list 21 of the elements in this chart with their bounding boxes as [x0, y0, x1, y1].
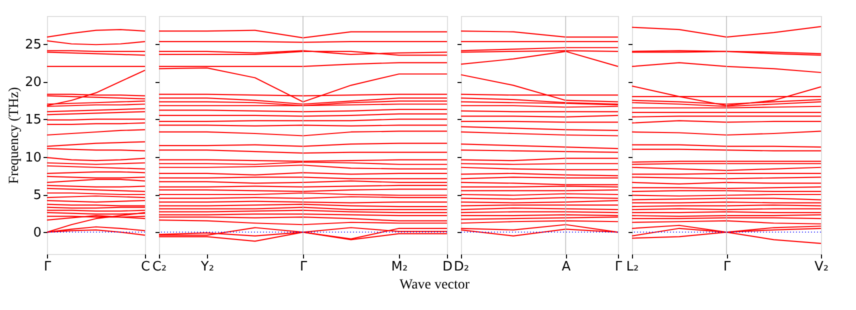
y-tick-label: 5: [33, 188, 42, 203]
x-tick-label: C₂: [152, 260, 167, 274]
x-tick-label: Γ: [300, 260, 308, 274]
y-tick-label: 10: [24, 150, 42, 166]
x-tick-label: A: [562, 260, 571, 274]
x-tick-label: L₂: [626, 260, 639, 274]
x-tick-label: Y₂: [200, 260, 214, 274]
x-tick-label: D₂: [454, 260, 470, 274]
y-tick-label: 20: [24, 75, 42, 90]
y-tick-label: 25: [24, 37, 42, 52]
x-tick-label: D: [442, 260, 453, 274]
x-axis-title: Wave vector: [400, 278, 470, 292]
x-tick-label: Γ: [614, 260, 623, 274]
y-tick-label: 0: [33, 226, 42, 241]
x-tick-label: C: [140, 260, 150, 274]
x-tick-label: M₂: [391, 260, 408, 274]
x-tick-label: Γ: [44, 260, 52, 274]
y-axis-title: Frequency (THz): [6, 86, 22, 184]
x-tick-label: Γ: [723, 260, 732, 274]
x-tick-label: V₂: [814, 260, 829, 274]
y-tick-label: 15: [24, 112, 42, 128]
